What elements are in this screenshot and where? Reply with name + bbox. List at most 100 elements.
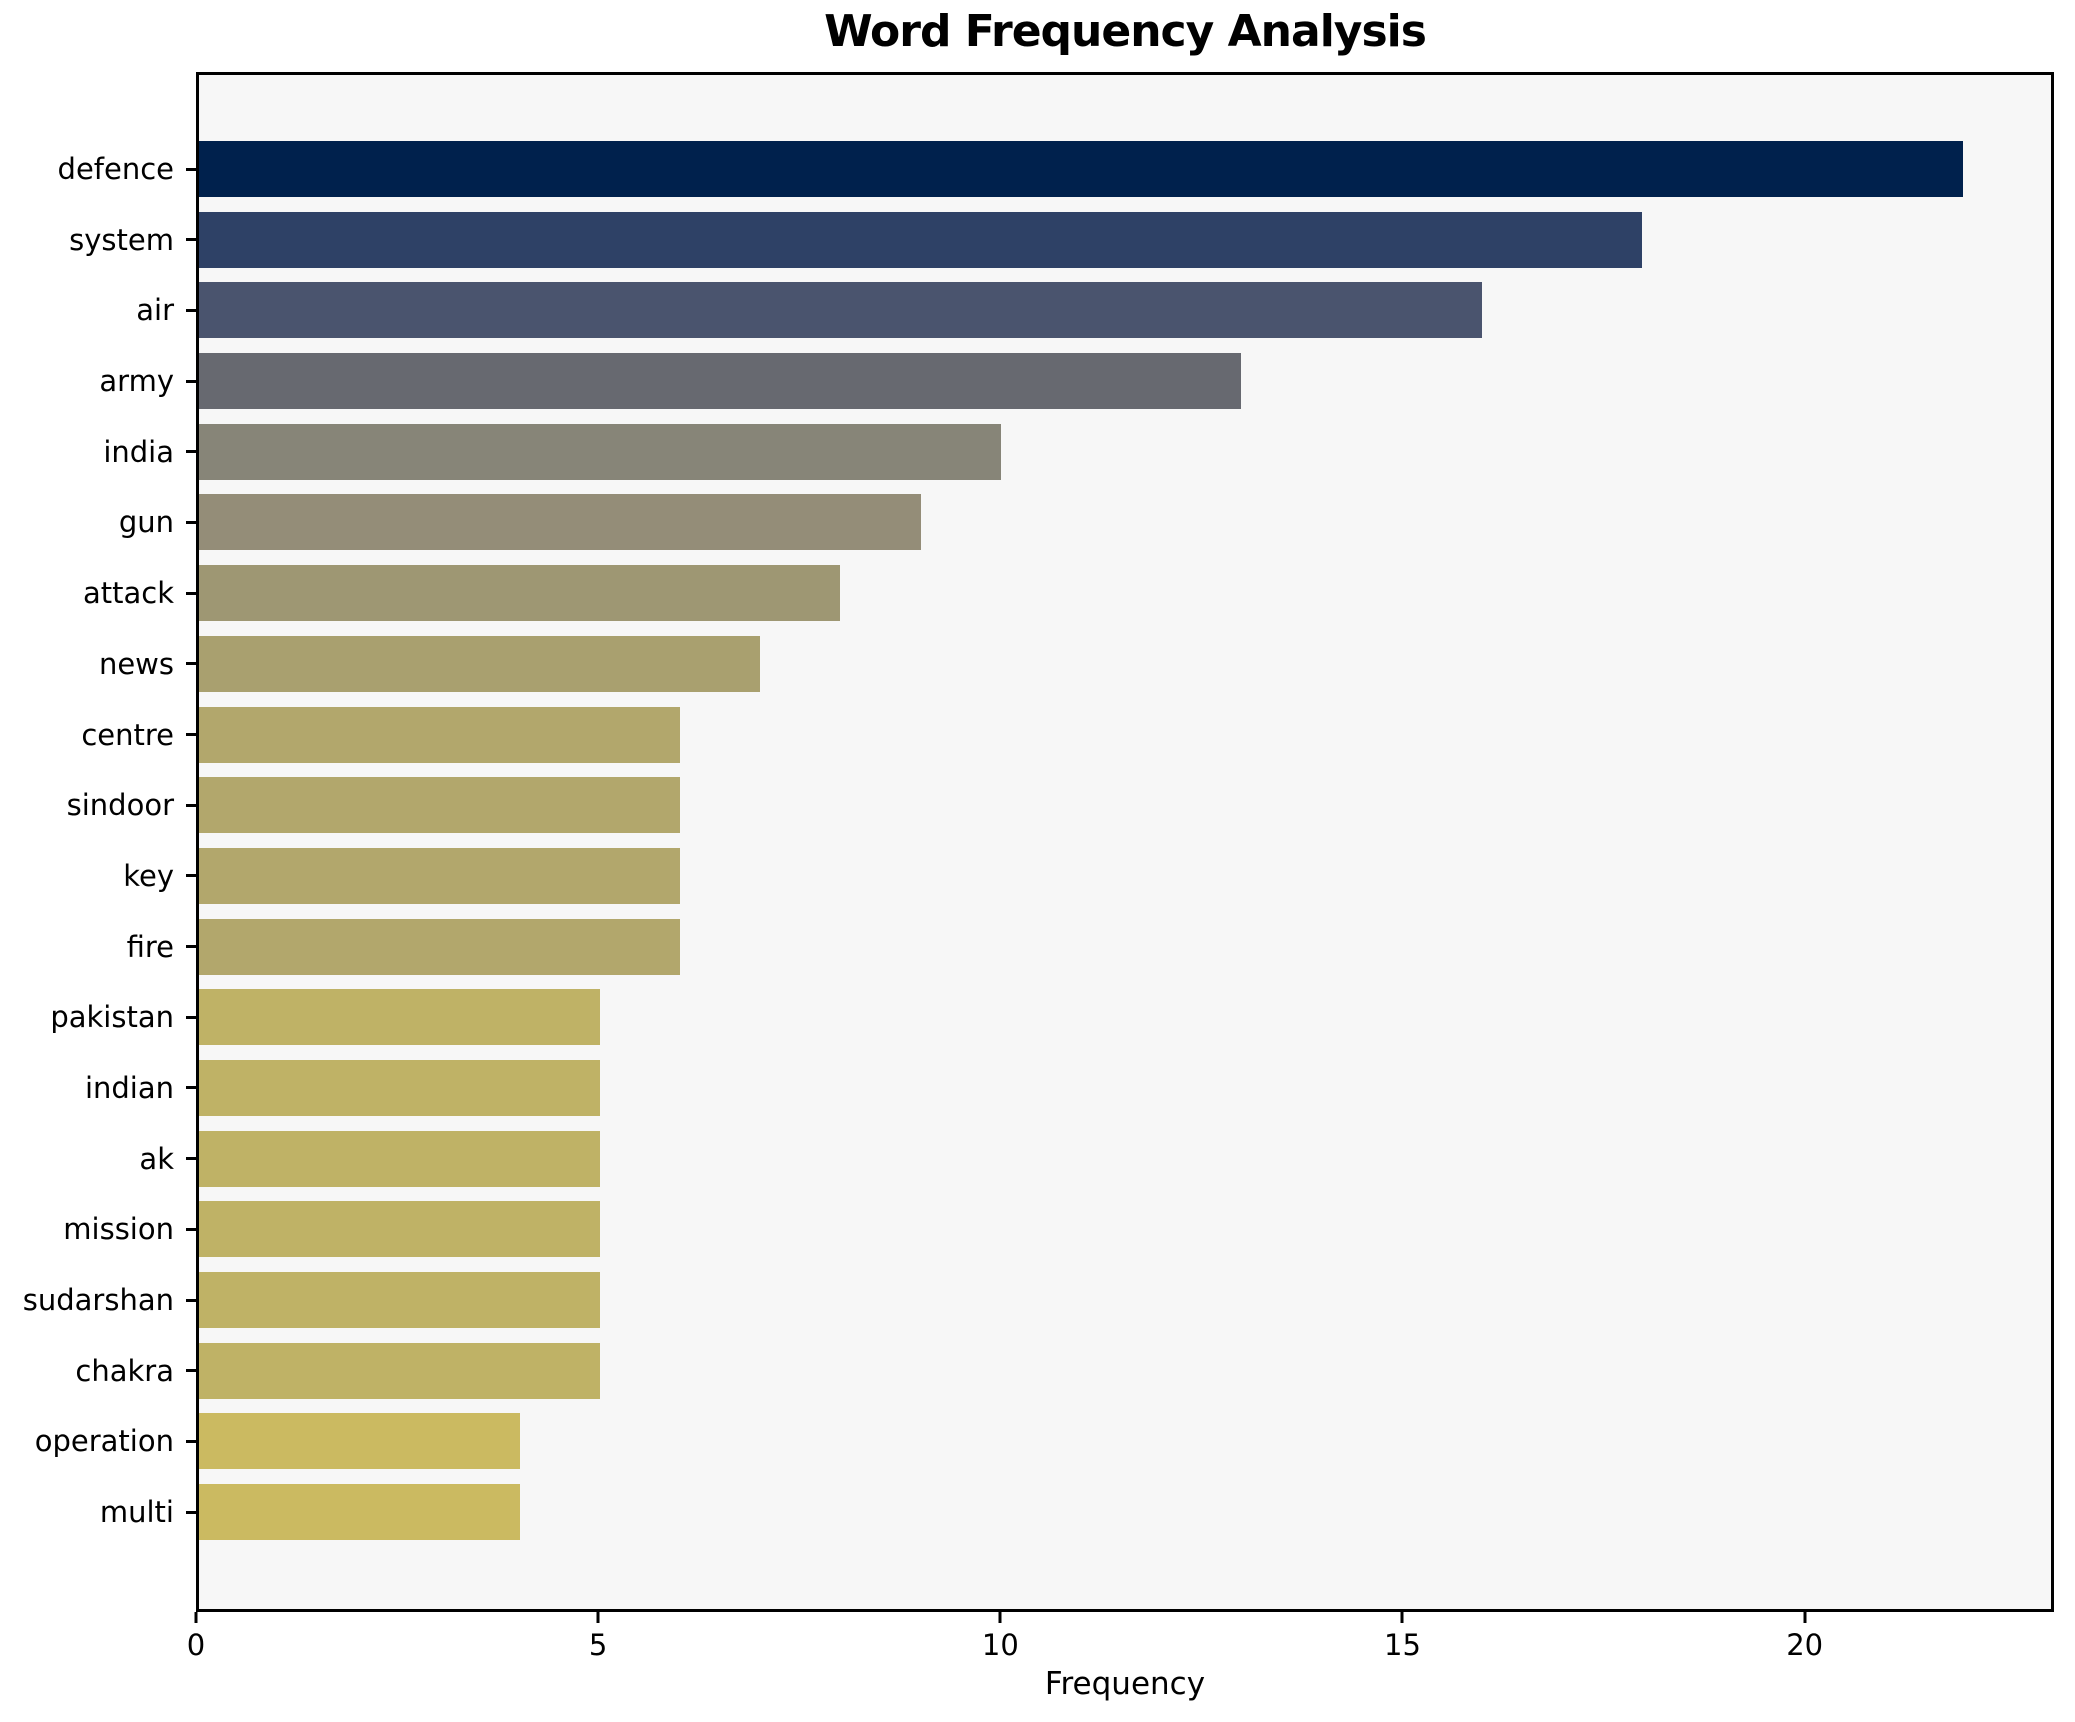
y-axis-row: defence bbox=[0, 141, 196, 197]
x-tick-label: 0 bbox=[186, 1628, 206, 1662]
y-tick-label-air: air bbox=[136, 293, 174, 328]
bar-row bbox=[199, 635, 2051, 692]
bar-row bbox=[199, 1272, 2051, 1328]
y-tick-label-operation: operation bbox=[34, 1424, 174, 1459]
bar-row bbox=[199, 353, 2051, 410]
y-axis-row: indian bbox=[0, 1060, 196, 1116]
bar-system bbox=[199, 211, 1643, 268]
y-axis-row: air bbox=[0, 282, 196, 338]
y-tick-label-ak: ak bbox=[139, 1141, 174, 1176]
y-axis-row: fire bbox=[0, 919, 196, 975]
y-axis-row: system bbox=[0, 212, 196, 268]
y-tick-label-news: news bbox=[98, 646, 174, 681]
x-axis: 0 5 10 15 20 bbox=[187, 1612, 2054, 1672]
y-tick-label-multi: multi bbox=[99, 1495, 174, 1530]
y-tick-label-india: india bbox=[103, 434, 174, 469]
y-tick-mark bbox=[186, 1157, 196, 1161]
y-axis-row: news bbox=[0, 636, 196, 692]
y-tick-mark bbox=[186, 945, 196, 949]
bar-sindoor bbox=[199, 777, 681, 834]
x-tick-mark bbox=[998, 1612, 1002, 1623]
bar-india bbox=[199, 423, 1001, 480]
y-tick-mark bbox=[186, 450, 196, 454]
bar-sudarshan bbox=[199, 1272, 600, 1328]
y-tick-mark bbox=[186, 1439, 196, 1443]
bar-row bbox=[199, 989, 2051, 1046]
y-axis-row: sudarshan bbox=[0, 1272, 196, 1328]
y-tick-mark bbox=[186, 1086, 196, 1090]
y-tick-label-indian: indian bbox=[84, 1070, 174, 1105]
bar-row bbox=[199, 847, 2051, 904]
y-tick-label-pakistan: pakistan bbox=[50, 1000, 174, 1035]
bar-row bbox=[199, 211, 2051, 268]
y-axis-row: key bbox=[0, 848, 196, 904]
y-tick-label-army: army bbox=[99, 364, 174, 399]
bar-attack bbox=[199, 565, 841, 622]
y-tick-mark bbox=[186, 591, 196, 595]
chart-title: Word Frequency Analysis bbox=[824, 6, 1427, 57]
y-axis-row: attack bbox=[0, 565, 196, 621]
y-tick-label-attack: attack bbox=[82, 576, 174, 611]
y-axis-row: multi bbox=[0, 1484, 196, 1540]
bar-row bbox=[199, 423, 2051, 480]
bar-multi bbox=[199, 1484, 520, 1541]
y-tick-mark bbox=[186, 1227, 196, 1231]
y-axis-row: sindoor bbox=[0, 777, 196, 833]
bar-chakra bbox=[199, 1342, 600, 1399]
y-tick-mark bbox=[186, 662, 196, 666]
y-tick-mark bbox=[186, 1015, 196, 1019]
bar-row bbox=[199, 1130, 2051, 1187]
y-tick-mark bbox=[186, 1510, 196, 1514]
bar-key bbox=[199, 847, 681, 904]
y-tick-label-sindoor: sindoor bbox=[66, 788, 174, 823]
x-tick-label: 15 bbox=[1384, 1628, 1421, 1662]
x-axis-label: Frequency bbox=[1044, 1666, 1206, 1702]
bar-row bbox=[199, 1413, 2051, 1470]
y-tick-mark bbox=[186, 379, 196, 383]
bar-row bbox=[199, 494, 2051, 551]
bar-ak bbox=[199, 1130, 600, 1187]
bar-news bbox=[199, 635, 761, 692]
bar-row bbox=[199, 1059, 2051, 1116]
bar-row bbox=[199, 1201, 2051, 1258]
x-tick-mark bbox=[596, 1612, 600, 1623]
y-tick-mark bbox=[186, 167, 196, 171]
y-axis-row: army bbox=[0, 353, 196, 409]
y-tick-label-centre: centre bbox=[81, 717, 174, 752]
bar-row bbox=[199, 777, 2051, 834]
y-axis-row: chakra bbox=[0, 1343, 196, 1399]
plot-area bbox=[196, 72, 2054, 1612]
y-tick-label-defence: defence bbox=[57, 152, 174, 186]
y-tick-label-fire: fire bbox=[126, 929, 174, 964]
bar-centre bbox=[199, 706, 681, 763]
bar-defence bbox=[199, 141, 1963, 197]
bar-gun bbox=[199, 494, 921, 551]
y-tick-mark bbox=[186, 803, 196, 807]
y-axis-row: ak bbox=[0, 1131, 196, 1187]
y-axis: defence system air army india gun attack news ce… bbox=[0, 141, 196, 1540]
y-tick-label-gun: gun bbox=[118, 505, 174, 540]
y-tick-mark bbox=[186, 238, 196, 242]
bar-row bbox=[199, 141, 2051, 197]
bar-operation bbox=[199, 1413, 520, 1470]
bar-indian bbox=[199, 1059, 600, 1116]
bar-row bbox=[199, 565, 2051, 622]
x-tick-mark bbox=[1803, 1612, 1807, 1623]
x-tick-mark bbox=[194, 1612, 198, 1623]
y-tick-mark bbox=[186, 520, 196, 524]
y-tick-label-system: system bbox=[69, 222, 174, 257]
bar-air bbox=[199, 282, 1482, 339]
bar-row bbox=[199, 1342, 2051, 1399]
bar-row bbox=[199, 706, 2051, 763]
bar-row bbox=[199, 1484, 2051, 1541]
y-axis-row: mission bbox=[0, 1201, 196, 1257]
x-tick-label: 5 bbox=[588, 1628, 608, 1662]
bar-mission bbox=[199, 1201, 600, 1258]
y-tick-label-key: key bbox=[123, 858, 174, 893]
y-tick-label-chakra: chakra bbox=[75, 1353, 174, 1388]
y-axis-row: operation bbox=[0, 1413, 196, 1469]
bar-row bbox=[199, 282, 2051, 339]
bars-container bbox=[199, 141, 2051, 1541]
y-axis-row: gun bbox=[0, 494, 196, 550]
